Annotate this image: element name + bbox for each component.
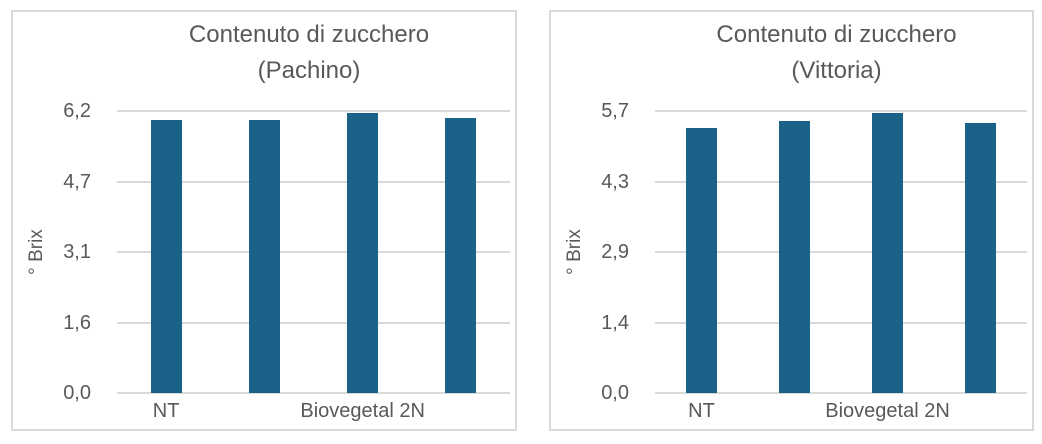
gridline [655,251,1027,253]
gridline [117,180,510,183]
bar-slot [748,111,841,393]
chart-panel-pachino: Contenuto di zucchero (Pachino) ° Brix 0… [11,10,517,431]
gridline [655,110,1027,112]
chart-panel-vittoria: Contenuto di zucchero (Vittoria) ° Brix … [549,10,1034,431]
chart-title: Contenuto di zucchero (Vittoria) [643,17,1030,89]
gridline [655,321,1027,324]
gridline [117,110,510,112]
bar-slot [841,111,934,393]
gridline [655,180,1027,183]
chart-title-line2: (Vittoria) [791,57,882,84]
y-tick-label: 5,7 [601,100,629,122]
y-tick-label: 6,2 [63,100,91,122]
bar [686,128,717,393]
y-tick-label: 0,0 [63,382,91,404]
bar-slot [314,111,412,393]
x-category-label: Biovegetal 2N [300,400,425,422]
chart-title-line2: (Pachino) [257,57,361,84]
bar [965,123,996,393]
gridline [117,321,510,324]
y-tick-label: 0,0 [601,382,629,404]
chart-title-line1: Contenuto di zucchero [716,21,957,48]
y-tick-label: 3,1 [63,241,91,263]
bar-slot [215,111,313,393]
bar-slot [412,111,510,393]
x-category-label: NT [152,400,180,422]
bars [117,111,510,393]
bar-slot [655,111,748,393]
bar [347,113,379,393]
y-tick-label: 4,3 [601,170,629,193]
chart-title-line1: Contenuto di zucchero [188,21,430,48]
gridline [655,392,1027,394]
x-axis-labels: NT Biovegetal 2N [117,399,510,423]
x-axis-labels: NT Biovegetal 2N [655,399,1027,423]
plot-area: 0,0 1,4 2,9 4,3 5,7 NT Biovegetal 2N [601,100,1027,422]
y-tick-label: 2,9 [601,241,629,263]
bars [655,111,1027,393]
y-tick-label: 1,4 [601,311,629,334]
bar [248,120,280,393]
gridline [117,251,510,253]
plot-area: 0,0 1,6 3,1 4,7 6,2 NT Biovegetal 2N [63,100,510,422]
chart-title: Contenuto di zucchero (Pachino) [105,17,513,89]
bar [779,120,810,393]
x-category-label: Biovegetal 2N [825,400,950,422]
gridline [117,392,510,394]
y-tick-label: 4,7 [63,170,91,193]
bar [150,120,182,393]
x-category-label: NT [688,400,715,422]
bar-slot [117,111,215,393]
bar-slot [934,111,1027,393]
y-tick-label: 1,6 [63,311,91,334]
bar [445,117,477,393]
bar [872,113,903,393]
